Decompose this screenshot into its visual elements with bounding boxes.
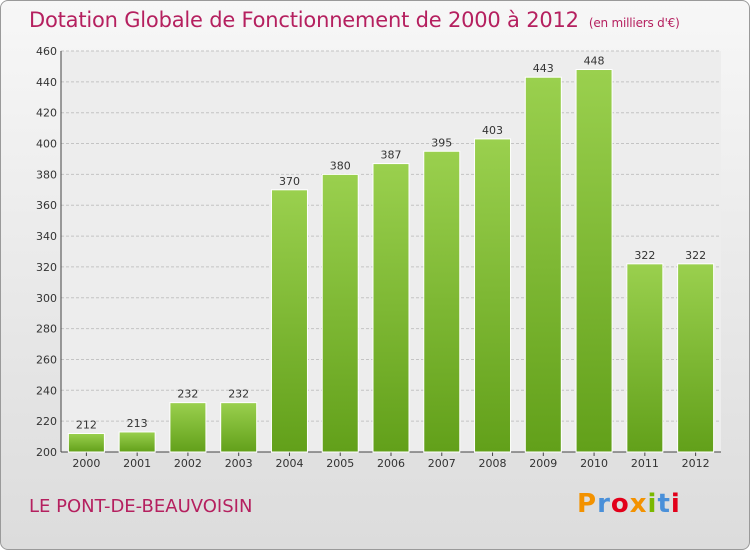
x-tick-label: 2000 [72, 457, 100, 470]
x-tick-label: 2005 [326, 457, 354, 470]
y-tick-label: 400 [36, 138, 57, 151]
x-tick-label: 2001 [123, 457, 151, 470]
bar-value-label: 212 [76, 418, 97, 431]
bar-2011 [626, 263, 664, 453]
bar-2008 [474, 138, 512, 453]
y-tick-label: 280 [36, 323, 57, 336]
bar-2000 [67, 432, 105, 453]
x-tick-label: 2003 [225, 457, 253, 470]
y-tick-label: 380 [36, 168, 57, 181]
bar-2006 [372, 163, 410, 453]
bar-value-label: 322 [634, 249, 655, 262]
x-tick-label: 2012 [682, 457, 710, 470]
chart-title: Dotation Globale de Fonctionnement de 20… [29, 8, 680, 32]
x-tick-label: 2010 [580, 457, 608, 470]
y-tick-label: 440 [36, 76, 57, 89]
y-tick-label: 420 [36, 107, 57, 120]
bar-2003 [220, 402, 258, 453]
bar-value-label: 232 [177, 388, 198, 401]
commune-name: LE PONT-DE-BEAUVOISIN [29, 496, 253, 517]
y-tick-label: 340 [36, 230, 57, 243]
bar-value-label: 395 [431, 136, 452, 149]
bar-value-label: 370 [279, 175, 300, 188]
x-tick-label: 2004 [275, 457, 303, 470]
bar-value-label: 448 [584, 55, 605, 68]
brand-logo: Proxiti [577, 489, 681, 519]
chart-title-text: Dotation Globale de Fonctionnement de 20… [29, 8, 579, 32]
x-tick-label: 2008 [479, 457, 507, 470]
bar-2007 [423, 150, 461, 453]
y-tick-label: 220 [36, 415, 57, 428]
bar-2002 [169, 402, 207, 453]
x-tick-label: 2007 [428, 457, 456, 470]
bar-value-label: 403 [482, 124, 503, 137]
bar-2009 [524, 76, 562, 453]
y-tick-label: 240 [36, 384, 57, 397]
x-tick-label: 2011 [631, 457, 659, 470]
y-tick-label: 320 [36, 261, 57, 274]
bar-2012 [677, 263, 715, 453]
x-tick-label: 2002 [174, 457, 202, 470]
bar-value-label: 213 [127, 417, 148, 430]
y-tick-label: 200 [36, 446, 57, 459]
bar-value-label: 387 [381, 149, 402, 162]
chart-unit-label: (en milliers d'€) [588, 16, 680, 30]
x-tick-label: 2006 [377, 457, 405, 470]
bar-value-label: 232 [228, 388, 249, 401]
y-tick-label: 300 [36, 292, 57, 305]
y-tick-label: 460 [36, 45, 57, 58]
bar-2005 [321, 173, 359, 453]
x-tick-label: 2009 [529, 457, 557, 470]
y-tick-label: 260 [36, 353, 57, 366]
bar-value-label: 380 [330, 159, 351, 172]
y-tick-label: 360 [36, 199, 57, 212]
bar-value-label: 322 [685, 249, 706, 262]
bar-2010 [575, 69, 613, 453]
bar-2001 [118, 431, 156, 453]
bar-value-label: 443 [533, 62, 554, 75]
bar-2004 [270, 189, 308, 453]
